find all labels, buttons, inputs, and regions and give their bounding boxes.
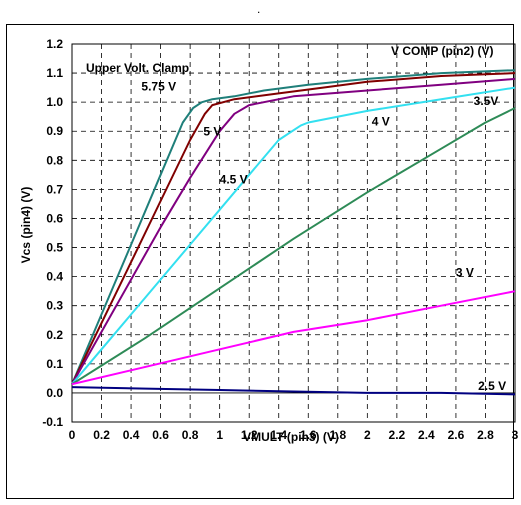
series-line-3V: [71, 290, 516, 386]
x-tick-label: 2.8: [477, 428, 494, 442]
y-tick-label: -0.1: [42, 415, 63, 429]
y-tick-label: 0.0: [46, 386, 63, 400]
y-tick-label: 0.7: [46, 182, 63, 196]
y-tick-label: 0.3: [46, 299, 63, 313]
series-label: 2.5 V: [478, 379, 506, 393]
x-tick-label: 0.6: [152, 428, 169, 442]
series-labels: 5.75 V 5 V 4.5 V 4 V 3.5V 3 V 2.5 V: [141, 80, 506, 393]
legend-title: V COMP (pin2) (V): [391, 44, 493, 58]
series-line-2_5V: [71, 386, 516, 396]
top-mark: .: [257, 2, 261, 16]
x-tick-label: 3: [512, 428, 519, 442]
series-label: 4 V: [372, 114, 390, 128]
clamp-annotation: Upper Volt. Clamp: [86, 61, 189, 75]
x-tick-label: 0.8: [182, 428, 199, 442]
grid-lines: [71, 43, 516, 423]
x-tick-label: 0.4: [123, 428, 140, 442]
series-label: 3 V: [456, 266, 474, 280]
x-tick-label: 2.2: [389, 428, 406, 442]
series-label: 5.75 V: [141, 80, 176, 94]
y-tick-label: 0.4: [46, 270, 63, 284]
series-line-3_5V: [71, 107, 516, 386]
x-tick-label: 2: [364, 428, 371, 442]
y-tick-labels: -0.1 0.0 0.1 0.2 0.3 0.4 0.5 0.6 0.7 0.8 0.9 1.0 1.1…: [42, 37, 63, 429]
y-tick-label: 0.9: [46, 124, 63, 138]
chart-frame: [6, 24, 514, 499]
series-lines: [71, 69, 516, 396]
x-tick-label: 0: [69, 428, 76, 442]
x-tick-label: 2.6: [448, 428, 465, 442]
x-axis-title: VMULT (pin3) (V): [243, 430, 339, 444]
y-tick-label: 0.6: [46, 211, 63, 225]
series-label: 3.5V: [474, 94, 499, 108]
series-label: 5 V: [203, 125, 221, 139]
x-tick-label: 2.4: [418, 428, 435, 442]
y-tick-label: 0.8: [46, 153, 63, 167]
x-tick-label: 1.8: [329, 428, 346, 442]
x-tick-label: 1.2: [241, 428, 258, 442]
x-tick-label: 1.4: [270, 428, 287, 442]
y-tick-label: 0.1: [46, 357, 63, 371]
series-line-5V: [71, 72, 516, 385]
y-tick-label: 1.2: [46, 37, 63, 51]
y-tick-label: 1.0: [46, 95, 63, 109]
series-line-4_5V: [71, 77, 516, 385]
x-tick-label: 1: [216, 428, 223, 442]
series-label: 4.5 V: [220, 173, 248, 187]
plot-area-border: [71, 43, 516, 423]
y-tick-label: 0.2: [46, 328, 63, 342]
x-tick-label: 1.6: [300, 428, 317, 442]
y-tick-label: 0.5: [46, 241, 63, 255]
y-axis-title: Vcs (pin4) (V): [19, 187, 33, 264]
x-tick-labels: 0 0.2 0.4 0.6 0.8 1 1.2 1.4 1.6 1.8 2 2.2 2.4 2.6 2.8 3: [69, 428, 519, 442]
y-tick-label: 1.1: [46, 66, 63, 80]
series-line-5_75V: [71, 69, 516, 385]
x-tick-label: 0.2: [93, 428, 110, 442]
series-line-4V: [71, 86, 516, 385]
